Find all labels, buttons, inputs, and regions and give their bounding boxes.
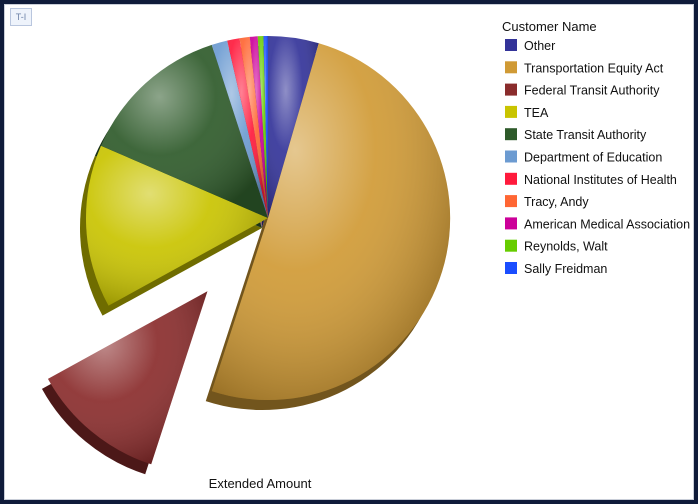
legend-swatch-federal-transit-authority: [505, 83, 517, 96]
legend-swatch-sally-freidman: [505, 262, 517, 274]
legend-label-federal-transit-authority: Federal Transit Authority: [524, 84, 660, 98]
legend-swatch-national-institutes-of-health: [505, 172, 517, 185]
legend-label-american-medical-association: American Medical Association: [524, 217, 690, 231]
pie-slice-transportation-equity-act-shading: [211, 43, 451, 401]
legend: Customer Name Other Transportation Equity…: [502, 19, 690, 276]
pie-slice-state-transit-authority-shading: [100, 44, 268, 218]
legend-label-state-transit-authority: State Transit Authority: [524, 128, 647, 142]
legend-label-department-of-education: Department of Education: [524, 151, 662, 165]
legend-label-national-institutes-of-health: National Institutes of Health: [524, 173, 677, 187]
legend-swatch-reynolds-walt: [505, 239, 517, 252]
pie-slice-federal-transit-authority-shading: [47, 291, 208, 465]
legend-swatch-state-transit-authority: [505, 128, 517, 141]
legend-swatch-other: [505, 39, 517, 51]
legend-label-sally-freidman: Sally Freidman: [524, 262, 607, 276]
legend-label-reynolds-walt: Reynolds, Walt: [524, 240, 608, 254]
pie-slice-reynolds-walt-shading: [257, 36, 268, 219]
pie-slice-department-of-education-shading: [211, 40, 268, 218]
pie-slice-tracy-andy-shading: [239, 36, 268, 218]
legend-swatch-american-medical-association: [505, 217, 517, 230]
legend-swatch-tracy-andy: [505, 195, 517, 208]
legend-swatch-transportation-equity-act: [505, 61, 517, 74]
legend-title: Customer Name: [502, 19, 597, 34]
pie-slice-tea-shading: [85, 145, 268, 306]
chart-options-icon[interactable]: T-I: [10, 8, 32, 26]
pie-slice-sally-freidman-shading: [263, 36, 268, 218]
legend-label-transportation-equity-act: Transportation Equity Act: [524, 61, 664, 75]
value-label: Extended Amount: [209, 476, 312, 491]
legend-swatch-department-of-education: [505, 150, 517, 163]
pie-slice-american-medical-association-shading: [249, 36, 268, 218]
pie-slice-national-institutes-of-health-shading: [227, 38, 268, 218]
legend-label-tracy-andy: Tracy, Andy: [524, 195, 589, 209]
legend-label-tea: TEA: [524, 106, 549, 120]
legend-label-other: Other: [524, 39, 555, 53]
pie-slice-other-shading: [268, 36, 319, 218]
legend-swatch-tea: [505, 105, 517, 118]
pie-slices: [47, 36, 451, 465]
